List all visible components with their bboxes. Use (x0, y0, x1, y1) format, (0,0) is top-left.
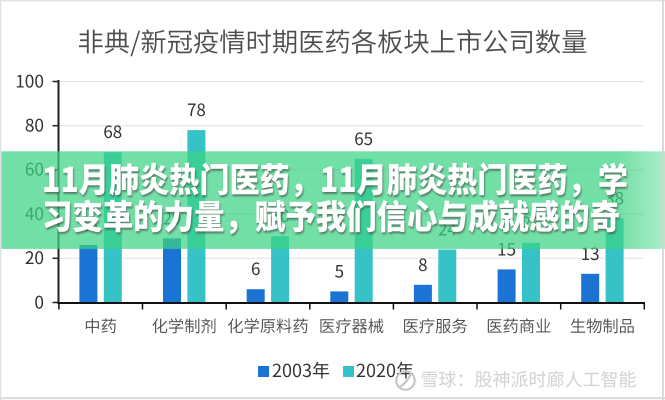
svg-text:医疗服务: 医疗服务 (403, 313, 468, 337)
svg-text:5: 5 (335, 257, 344, 282)
svg-text:11月肺炎热门医药，11月肺炎热门医药，学: 11月肺炎热门医药，11月肺炎热门医药，学 (42, 153, 628, 202)
svg-text:2020年: 2020年 (356, 357, 414, 383)
svg-text:习变革的力量，赋予我们信心与成就感的奇: 习变革的力量，赋予我们信心与成就感的奇 (42, 190, 620, 239)
svg-text:雪球：股神派时廊人工智能: 雪球：股神派时廊人工智能 (422, 368, 638, 394)
svg-text:80: 80 (25, 112, 44, 137)
svg-text:2003年: 2003年 (272, 357, 330, 383)
svg-text:生物制品: 生物制品 (570, 313, 635, 337)
svg-text:68: 68 (103, 118, 122, 143)
svg-text:65: 65 (354, 125, 373, 150)
svg-text:8: 8 (418, 251, 427, 276)
svg-text:化学制剂: 化学制剂 (152, 313, 217, 337)
svg-text:100: 100 (15, 67, 44, 92)
svg-text:20: 20 (25, 244, 44, 269)
svg-text:化学原料药: 化学原料药 (227, 313, 308, 337)
svg-text:78: 78 (187, 96, 206, 121)
svg-text:医药商业: 医药商业 (486, 313, 551, 337)
svg-text:中药: 中药 (84, 313, 117, 337)
svg-text:0: 0 (34, 288, 44, 313)
svg-text:非典/新冠疫情时期医药各板块上市公司数量: 非典/新冠疫情时期医药各板块上市公司数量 (78, 21, 588, 60)
svg-text:雪球：股神派时廊人工智能: 雪球：股神派时廊人工智能 (421, 366, 637, 392)
svg-text:6: 6 (251, 255, 260, 280)
svg-text:医疗器械: 医疗器械 (319, 313, 384, 337)
